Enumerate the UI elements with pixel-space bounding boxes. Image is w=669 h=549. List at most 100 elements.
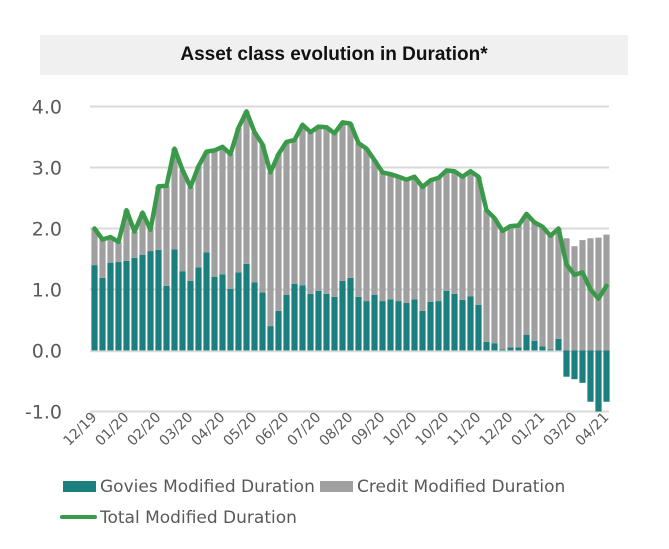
bar-govies bbox=[171, 249, 178, 351]
bar-credit bbox=[139, 212, 146, 255]
bar-credit bbox=[571, 246, 578, 351]
x-tick-label: 10/20 bbox=[412, 410, 452, 450]
bar-govies bbox=[579, 350, 586, 383]
bar-credit bbox=[523, 213, 530, 335]
bar-govies bbox=[107, 262, 114, 351]
bar-govies bbox=[483, 341, 490, 351]
bar-govies bbox=[227, 288, 234, 351]
bar-credit bbox=[315, 126, 322, 291]
bar-credit bbox=[339, 122, 346, 281]
bar-govies bbox=[123, 260, 130, 351]
bar-govies bbox=[187, 280, 194, 351]
bar-credit bbox=[347, 123, 354, 278]
y-tick-label: 3.0 bbox=[32, 158, 62, 180]
bar-govies bbox=[179, 271, 186, 351]
bar-govies bbox=[603, 350, 610, 402]
bar-govies bbox=[235, 272, 242, 351]
x-tick-label: 05/20 bbox=[220, 410, 260, 450]
bar-credit bbox=[435, 177, 442, 302]
bar-credit bbox=[459, 176, 466, 300]
bar-credit bbox=[323, 127, 330, 294]
bar-credit bbox=[547, 235, 554, 350]
y-tick-label: 2.0 bbox=[32, 219, 62, 241]
bar-credit bbox=[539, 226, 546, 347]
bar-credit bbox=[123, 210, 130, 261]
bar-credit bbox=[203, 151, 210, 253]
bar-credit bbox=[211, 150, 218, 277]
bar-govies bbox=[563, 350, 570, 377]
bar-govies bbox=[139, 254, 146, 351]
bar-govies bbox=[291, 284, 298, 351]
bar-credit bbox=[427, 180, 434, 302]
bar-govies bbox=[203, 252, 210, 351]
x-tick-label: 12/20 bbox=[476, 410, 516, 450]
bar-govies bbox=[323, 293, 330, 351]
x-tick-label: 03/20 bbox=[156, 410, 196, 450]
bar-govies bbox=[115, 262, 122, 351]
bar-govies bbox=[427, 301, 434, 351]
legend-label-total: Total Modified Duration bbox=[99, 508, 297, 528]
bar-govies bbox=[331, 296, 338, 351]
x-tick-label: 11/20 bbox=[444, 410, 484, 450]
bar-govies bbox=[387, 299, 394, 351]
bar-govies bbox=[99, 277, 106, 351]
bar-credit bbox=[451, 171, 458, 294]
bar-credit bbox=[155, 186, 162, 250]
bar-credit bbox=[371, 160, 378, 295]
line-total bbox=[92, 109, 609, 301]
bar-credit bbox=[219, 146, 226, 275]
bar-credit bbox=[499, 230, 506, 350]
bar-credit bbox=[595, 237, 602, 351]
bar-govies bbox=[395, 301, 402, 351]
bar-credit bbox=[363, 148, 370, 302]
bar-govies bbox=[251, 282, 258, 351]
legend: Govies Modified Duration Credit Modified… bbox=[60, 477, 565, 528]
bar-credit bbox=[515, 225, 522, 348]
bar-credit bbox=[235, 127, 242, 273]
bar-govies bbox=[355, 296, 362, 351]
bar-govies bbox=[195, 267, 202, 351]
bar-govies bbox=[587, 350, 594, 402]
bar-govies bbox=[475, 304, 482, 351]
x-tick-label: 09/20 bbox=[348, 410, 388, 450]
bar-govies bbox=[299, 285, 306, 351]
bar-credit bbox=[491, 218, 498, 344]
bar-credit bbox=[379, 172, 386, 302]
x-tick-label: 10/20 bbox=[380, 410, 420, 450]
bar-govies bbox=[259, 292, 266, 351]
y-tick-label: 1.0 bbox=[32, 280, 62, 302]
bar-govies bbox=[155, 249, 162, 351]
bar-govies bbox=[595, 350, 602, 412]
bar-credit bbox=[99, 239, 106, 278]
y-axis-ticks: 4.0 3.0 2.0 1.0 0.0 -1.0 bbox=[25, 97, 62, 424]
bar-credit bbox=[395, 176, 402, 302]
bar-credit bbox=[147, 229, 154, 252]
bar-govies bbox=[275, 310, 282, 351]
bar-govies bbox=[147, 251, 154, 351]
bar-govies bbox=[443, 290, 450, 351]
legend-swatch-credit bbox=[320, 481, 353, 492]
bar-govies bbox=[131, 257, 138, 351]
bar-credit bbox=[107, 237, 114, 263]
bar-credit bbox=[563, 238, 570, 351]
bar-credit bbox=[307, 132, 314, 294]
x-axis-ticks: 12/1901/2002/2003/2004/2005/2006/2007/20… bbox=[60, 410, 612, 450]
bar-govies bbox=[555, 338, 562, 351]
bar-credit bbox=[411, 176, 418, 300]
chart-title-bar: Asset class evolution in Duration* bbox=[40, 35, 628, 75]
bar-credit bbox=[387, 174, 394, 300]
bar-credit bbox=[227, 154, 234, 289]
bar-govies bbox=[267, 326, 274, 351]
y-tick-label: -1.0 bbox=[25, 402, 62, 424]
bar-credit bbox=[587, 238, 594, 351]
bar-credit bbox=[115, 241, 122, 263]
bar-credit bbox=[403, 179, 410, 303]
bar-govies bbox=[339, 280, 346, 351]
legend-label-credit: Credit Modified Duration bbox=[357, 477, 565, 497]
bar-credit bbox=[603, 234, 610, 351]
x-tick-label: 04/21 bbox=[572, 410, 612, 450]
x-tick-label: 02/20 bbox=[124, 410, 164, 450]
bar-govies bbox=[435, 301, 442, 351]
bar-credit bbox=[251, 132, 258, 283]
bar-govies bbox=[91, 265, 98, 351]
